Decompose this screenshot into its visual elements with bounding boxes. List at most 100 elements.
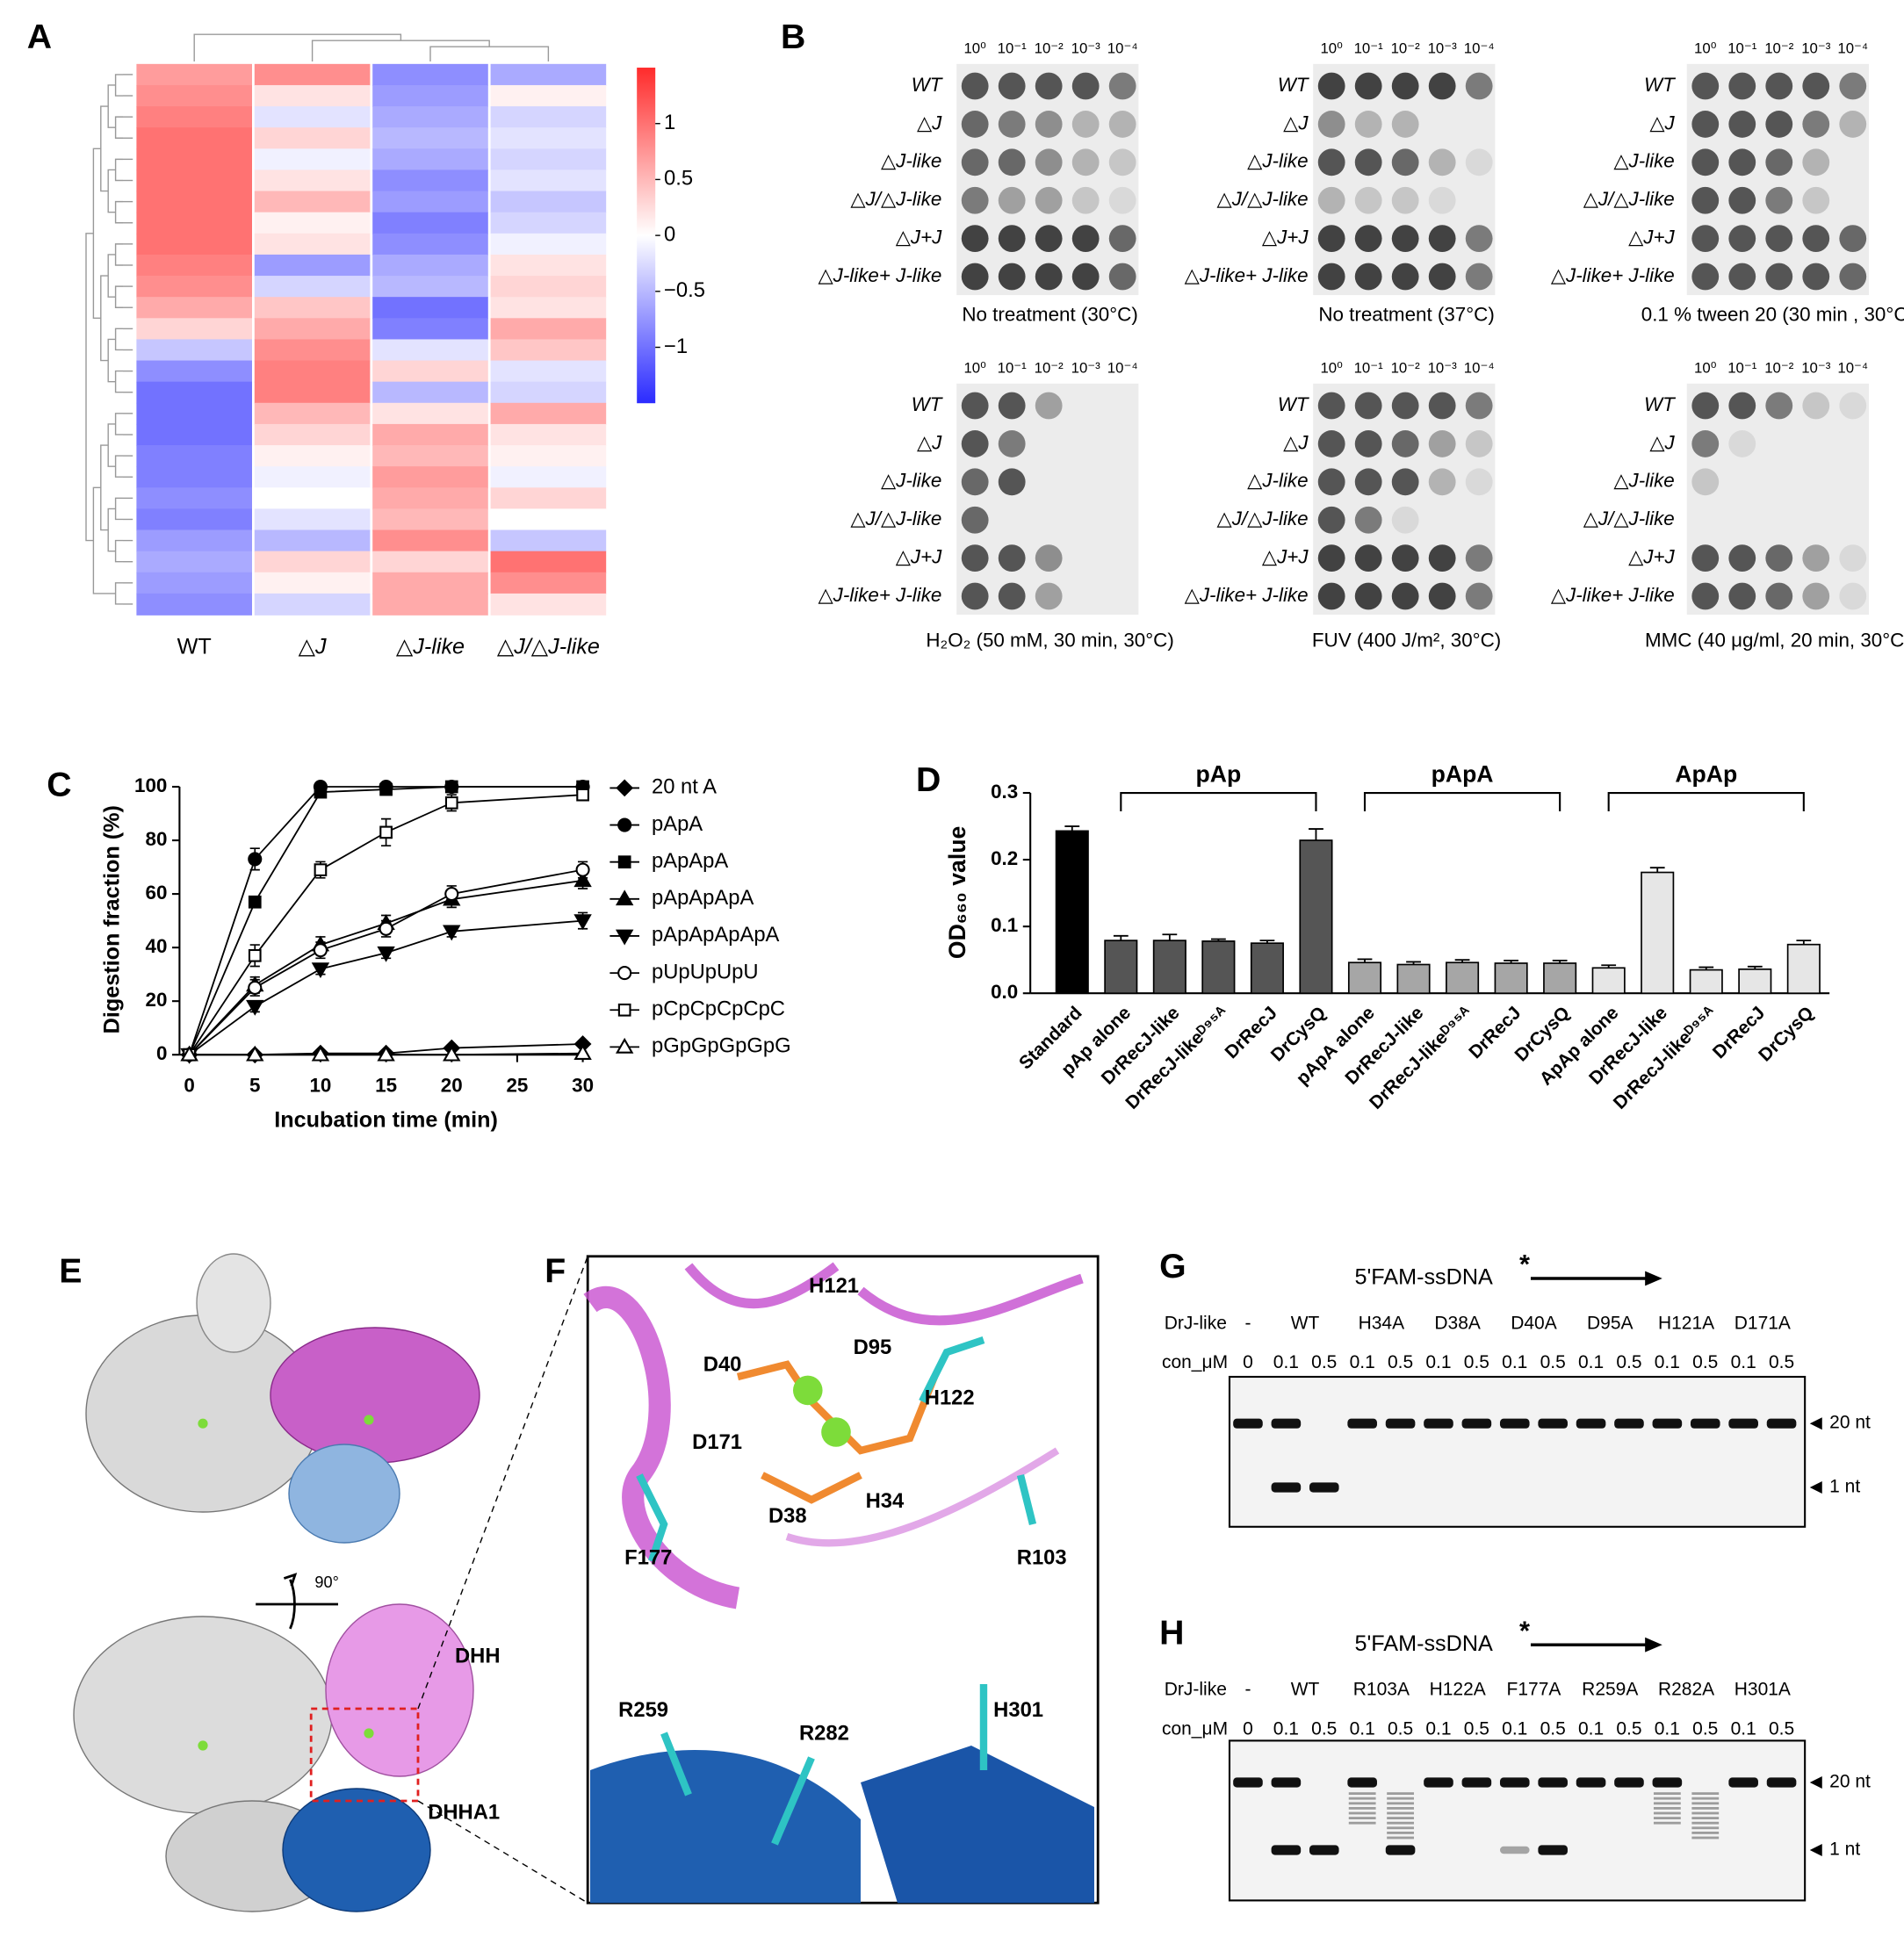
gel-band <box>1728 1777 1758 1788</box>
gel-band <box>1728 1418 1758 1429</box>
strain-label: △J-like+ J-like <box>1551 584 1675 606</box>
colony-spot <box>1391 263 1419 291</box>
heatmap-cell <box>136 191 252 213</box>
heatmap-cell <box>254 106 371 129</box>
dhha1-sheet <box>589 1750 861 1904</box>
heatmap-cell <box>136 127 252 150</box>
heatmap-cell <box>254 254 371 277</box>
colony-spot <box>1765 148 1793 176</box>
marker <box>576 788 589 802</box>
agar-plate <box>956 383 1139 616</box>
marker <box>311 962 330 979</box>
plate-caption: FUV (400 J/m², 30°C) <box>1312 630 1501 652</box>
marker <box>615 929 634 946</box>
dendro-branch <box>114 200 123 224</box>
y-tick-label: 0.1 <box>991 914 1018 936</box>
gel-band <box>1347 1777 1377 1788</box>
colorbar-tick-label: 0.5 <box>664 167 693 191</box>
heatmap-cell <box>254 127 371 150</box>
x-tick-label: 30 <box>572 1075 594 1097</box>
colony-spot <box>1317 430 1345 457</box>
dilution-label: 10⁻⁴ <box>1837 40 1868 56</box>
heatmap-cell <box>254 381 371 404</box>
colony-spot <box>1428 263 1456 291</box>
colony-spot <box>1691 582 1720 610</box>
colony-spot <box>998 582 1026 610</box>
concentration-label: 0.1 <box>1655 1352 1680 1372</box>
colony-spot <box>1728 72 1756 100</box>
size-marker: 20 nt <box>1829 1772 1871 1792</box>
heatmap-cell <box>254 191 371 213</box>
marker <box>314 863 328 876</box>
heatmap-cell <box>372 402 488 425</box>
marker <box>573 914 592 931</box>
concentration-label: 0.1 <box>1273 1718 1299 1739</box>
panel-letter: G <box>1159 1248 1186 1285</box>
strain-label: △J <box>1283 112 1309 133</box>
heatmap-cell <box>490 297 607 320</box>
colony-spot <box>1691 430 1720 457</box>
heatmap-cell <box>254 466 371 489</box>
colony-spot <box>1317 186 1345 214</box>
concentration-label: 0.5 <box>1616 1352 1641 1372</box>
heatmap-cell <box>372 593 488 616</box>
gel-band <box>1499 1777 1530 1788</box>
group-label: pAp <box>1196 760 1242 787</box>
colony-spot <box>1354 148 1382 176</box>
y-axis-label: OD₆₆₀ value <box>944 826 970 959</box>
colony-spot <box>1728 225 1756 253</box>
colony-spot <box>998 72 1026 100</box>
x-tick-label: △J/△J-like <box>497 634 600 659</box>
gel-smear <box>1691 1831 1720 1834</box>
label-mark: * <box>1519 1249 1530 1279</box>
heatmap-cell <box>136 318 252 341</box>
colony-spot <box>961 430 989 457</box>
legend-label: pGpGpGpGpG <box>652 1034 791 1058</box>
heatmap-cell <box>254 233 371 256</box>
colony-spot <box>1354 544 1382 572</box>
dilution-label: 10⁻³ <box>1428 359 1458 376</box>
strain-label: WT <box>1278 393 1309 415</box>
residue-label: H301 <box>993 1698 1043 1722</box>
heatmap-cell <box>490 466 607 489</box>
colony-spot <box>1428 72 1456 100</box>
agar-plate <box>1686 383 1869 616</box>
domain-label: DHH <box>455 1644 501 1667</box>
residue-label: D40 <box>703 1353 742 1377</box>
gel-smear <box>1653 1811 1681 1815</box>
colony-spot <box>1728 186 1756 214</box>
rotation-label: 90° <box>314 1573 339 1591</box>
heatmap-cell <box>136 360 252 383</box>
dhha1-domain <box>282 1788 431 1912</box>
heatmap-cell <box>490 212 607 234</box>
colony-spot <box>1465 225 1493 253</box>
residue-label: R103 <box>1017 1545 1067 1569</box>
colony-spot <box>1354 506 1382 534</box>
lane-label: R282A <box>1658 1680 1714 1700</box>
marker <box>246 1045 264 1062</box>
colony-spot <box>1317 506 1345 534</box>
colony-spot <box>1765 582 1793 610</box>
colony-spot <box>1839 544 1867 572</box>
bar <box>1543 962 1577 995</box>
heatmap-cell <box>254 212 371 234</box>
colony-spot <box>1071 186 1100 214</box>
heatmap-cell <box>254 148 371 171</box>
dilution-label: 10⁻⁴ <box>1107 359 1138 376</box>
side-chains <box>636 1336 1037 1563</box>
row-label: DrJ-like <box>1165 1313 1227 1333</box>
marker-arrow <box>1809 1417 1822 1430</box>
gel-smear <box>1387 1797 1414 1800</box>
gel-smear <box>1348 1821 1376 1825</box>
lane-label: WT <box>1291 1680 1320 1700</box>
dilution-label: 10⁰ <box>1320 40 1343 56</box>
plate-caption: 0.1 % tween 20 (30 min , 30°C) <box>1641 304 1904 326</box>
heatmap-cell <box>490 402 607 425</box>
heatmap-cell <box>372 127 488 150</box>
strain-label: WT <box>912 74 943 96</box>
dendro-branch <box>114 158 123 182</box>
group-label: ApAp <box>1675 760 1737 787</box>
colony-spot <box>961 582 989 610</box>
gel-band <box>1271 1418 1302 1429</box>
dilution-label: 10⁻² <box>1391 359 1421 376</box>
